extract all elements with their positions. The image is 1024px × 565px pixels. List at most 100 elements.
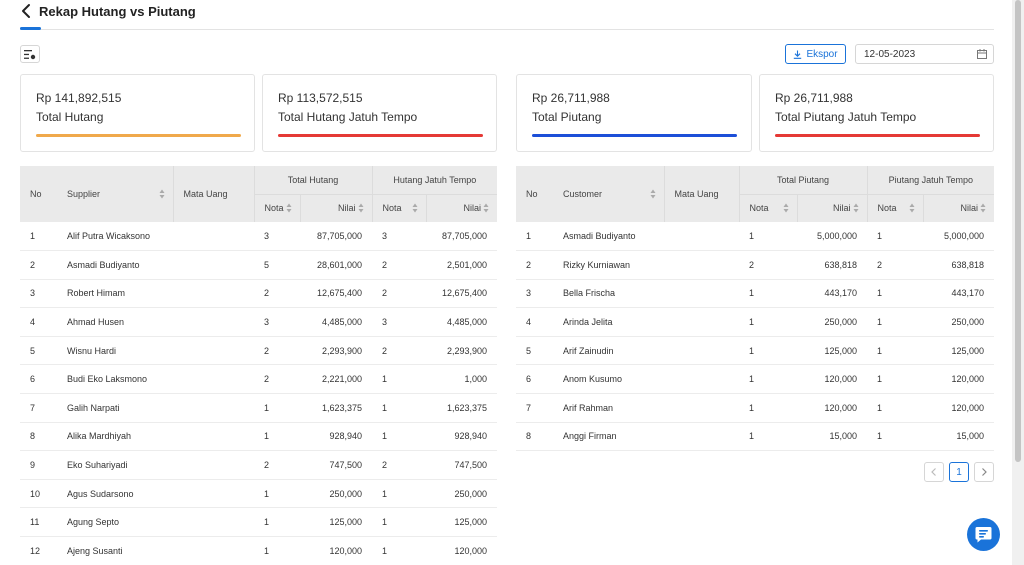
- sort-icon[interactable]: [650, 189, 656, 199]
- cell-no: 7: [516, 393, 553, 423]
- pagination-next-button[interactable]: [974, 462, 994, 482]
- card-label: Total Hutang Jatuh Tempo: [278, 110, 418, 124]
- page-header: Rekap Hutang vs Piutang: [20, 0, 994, 30]
- cell-no: 2: [516, 250, 553, 280]
- table-row[interactable]: 7 Arif Rahman 1 120,000 1 120,000: [516, 393, 995, 423]
- cell-nilai: 15,000: [797, 422, 868, 452]
- cell-no: 1: [20, 222, 57, 252]
- date-picker[interactable]: 12-05-2023: [855, 44, 994, 64]
- sort-icon[interactable]: [358, 203, 364, 213]
- sort-icon[interactable]: [853, 203, 859, 213]
- col-header-nilai[interactable]: Nilai: [299, 194, 373, 222]
- sort-icon[interactable]: [483, 203, 489, 213]
- cell-nilai-jt: 125,000: [923, 336, 995, 366]
- table-row[interactable]: 12 Ajeng Susanti 1 120,000 1 120,000: [20, 536, 498, 565]
- cell-nota: 2: [254, 279, 300, 309]
- cell-nilai-jt: 1,623,375: [426, 393, 498, 423]
- cell-nilai-jt: 12,675,400: [426, 279, 498, 309]
- table-row[interactable]: 4 Ahmad Husen 3 4,485,000 3 4,485,000: [20, 307, 498, 337]
- sort-icon[interactable]: [159, 189, 165, 199]
- table-row[interactable]: 1 Alif Putra Wicaksono 3 87,705,000 3 87,705,…: [20, 222, 498, 252]
- col-header-customer[interactable]: Customer: [553, 166, 664, 222]
- cell-currency: [173, 422, 254, 452]
- col-header-nota[interactable]: Nota: [738, 194, 797, 222]
- pagination-page-button[interactable]: 1: [949, 462, 969, 482]
- cell-nilai: 120,000: [300, 536, 373, 565]
- col-header-nilai-jt[interactable]: Nilai: [922, 194, 995, 222]
- cell-nota-jt: 1: [372, 422, 427, 452]
- cell-nota: 1: [254, 422, 300, 452]
- date-value: 12-05-2023: [864, 49, 916, 60]
- piutang-table: No Customer Mata Uang Total Piutang Piut…: [516, 166, 995, 452]
- table-row[interactable]: 1 Asmadi Budiyanto 1 5,000,000 1 5,000,000: [516, 222, 995, 252]
- cell-nota-jt: 1: [372, 536, 427, 565]
- cell-no: 7: [20, 393, 57, 423]
- col-header-nota-jt[interactable]: Nota: [371, 194, 427, 222]
- cell-currency: [173, 507, 254, 538]
- cell-nota-jt: 1: [372, 479, 427, 509]
- card-label: Total Piutang: [532, 110, 602, 124]
- cell-nilai-jt: 15,000: [923, 422, 995, 452]
- col-header-mata-uang: Mata Uang: [663, 166, 739, 222]
- table-row[interactable]: 9 Eko Suhariyadi 2 747,500 2 747,500: [20, 450, 498, 480]
- table-row[interactable]: 3 Bella Frischa 1 443,170 1 443,170: [516, 279, 995, 309]
- table-row[interactable]: 4 Arinda Jelita 1 250,000 1 250,000: [516, 307, 995, 337]
- cell-nilai: 28,601,000: [300, 250, 373, 280]
- table-row[interactable]: 2 Asmadi Budiyanto 5 28,601,000 2 2,501,000: [20, 250, 498, 280]
- table-row[interactable]: 3 Robert Himam 2 12,675,400 2 12,675,400: [20, 279, 498, 309]
- cell-nota: 2: [254, 336, 300, 366]
- table-row[interactable]: 8 Alika Mardhiyah 1 928,940 1 928,940: [20, 422, 498, 452]
- export-label: Ekspor: [806, 48, 838, 60]
- col-header-nota-jt[interactable]: Nota: [866, 194, 924, 222]
- download-icon: [794, 50, 802, 59]
- cell-nota-jt: 1: [372, 393, 427, 423]
- pagination-prev-button[interactable]: [924, 462, 944, 482]
- cell-currency: [173, 336, 254, 366]
- table-row[interactable]: 10 Agus Sudarsono 1 250,000 1 250,000: [20, 479, 498, 509]
- cell-nota: 3: [254, 222, 300, 252]
- table-row[interactable]: 6 Anom Kusumo 1 120,000 1 120,000: [516, 364, 995, 395]
- filter-settings-button[interactable]: [20, 45, 40, 63]
- cell-no: 6: [516, 364, 553, 395]
- cell-no: 5: [20, 336, 57, 366]
- col-header-nilai-jt[interactable]: Nilai: [425, 194, 498, 222]
- page-scrollbar[interactable]: [1012, 0, 1024, 565]
- table-row[interactable]: 5 Wisnu Hardi 2 2,293,900 2 2,293,900: [20, 336, 498, 366]
- export-button[interactable]: Ekspor: [785, 44, 846, 64]
- sort-icon[interactable]: [412, 203, 418, 213]
- col-header-nilai-label: Nilai: [833, 203, 851, 214]
- col-header-nota[interactable]: Nota: [253, 194, 300, 222]
- table-row[interactable]: 8 Anggi Firman 1 15,000 1 15,000: [516, 422, 995, 452]
- chat-icon: [975, 527, 992, 543]
- cell-nilai-jt: 250,000: [923, 307, 995, 337]
- page-title: Rekap Hutang vs Piutang: [39, 4, 196, 19]
- col-header-nilai[interactable]: Nilai: [796, 194, 868, 222]
- summary-card-total-piutang: Rp 26,711,988 Total Piutang: [516, 74, 752, 152]
- col-header-supplier[interactable]: Supplier: [57, 166, 173, 222]
- table-row[interactable]: 5 Arif Zainudin 1 125,000 1 125,000: [516, 336, 995, 366]
- sort-icon[interactable]: [980, 203, 986, 213]
- scrollbar-thumb[interactable]: [1015, 0, 1021, 462]
- cell-nilai-jt: 120,000: [923, 393, 995, 423]
- table-row[interactable]: 6 Budi Eko Laksmono 2 2,221,000 1 1,000: [20, 364, 498, 395]
- back-button[interactable]: [20, 3, 36, 21]
- card-accent-bar: [278, 134, 483, 137]
- cell-nota-jt: 1: [867, 336, 924, 366]
- table-row[interactable]: 7 Galih Narpati 1 1,623,375 1 1,623,375: [20, 393, 498, 423]
- cell-name: Anggi Firman: [553, 422, 664, 452]
- cell-no: 5: [516, 336, 553, 366]
- sort-icon[interactable]: [286, 203, 292, 213]
- table-row[interactable]: 2 Rizky Kurniawan 2 638,818 2 638,818: [516, 250, 995, 280]
- cell-nota: 1: [254, 393, 300, 423]
- chat-support-button[interactable]: [967, 518, 1000, 551]
- col-header-nota-label: Nota: [877, 203, 897, 214]
- cell-nota: 2: [739, 250, 797, 280]
- cell-nota-jt: 1: [867, 279, 924, 309]
- card-label: Total Piutang Jatuh Tempo: [775, 110, 917, 124]
- sort-icon[interactable]: [783, 203, 789, 213]
- sort-icon[interactable]: [909, 203, 915, 213]
- card-amount: Rp 141,892,515: [36, 91, 122, 105]
- table-row[interactable]: 11 Agung Septo 1 125,000 1 125,000: [20, 507, 498, 538]
- cell-no: 8: [516, 422, 553, 452]
- cell-nota: 2: [254, 450, 300, 480]
